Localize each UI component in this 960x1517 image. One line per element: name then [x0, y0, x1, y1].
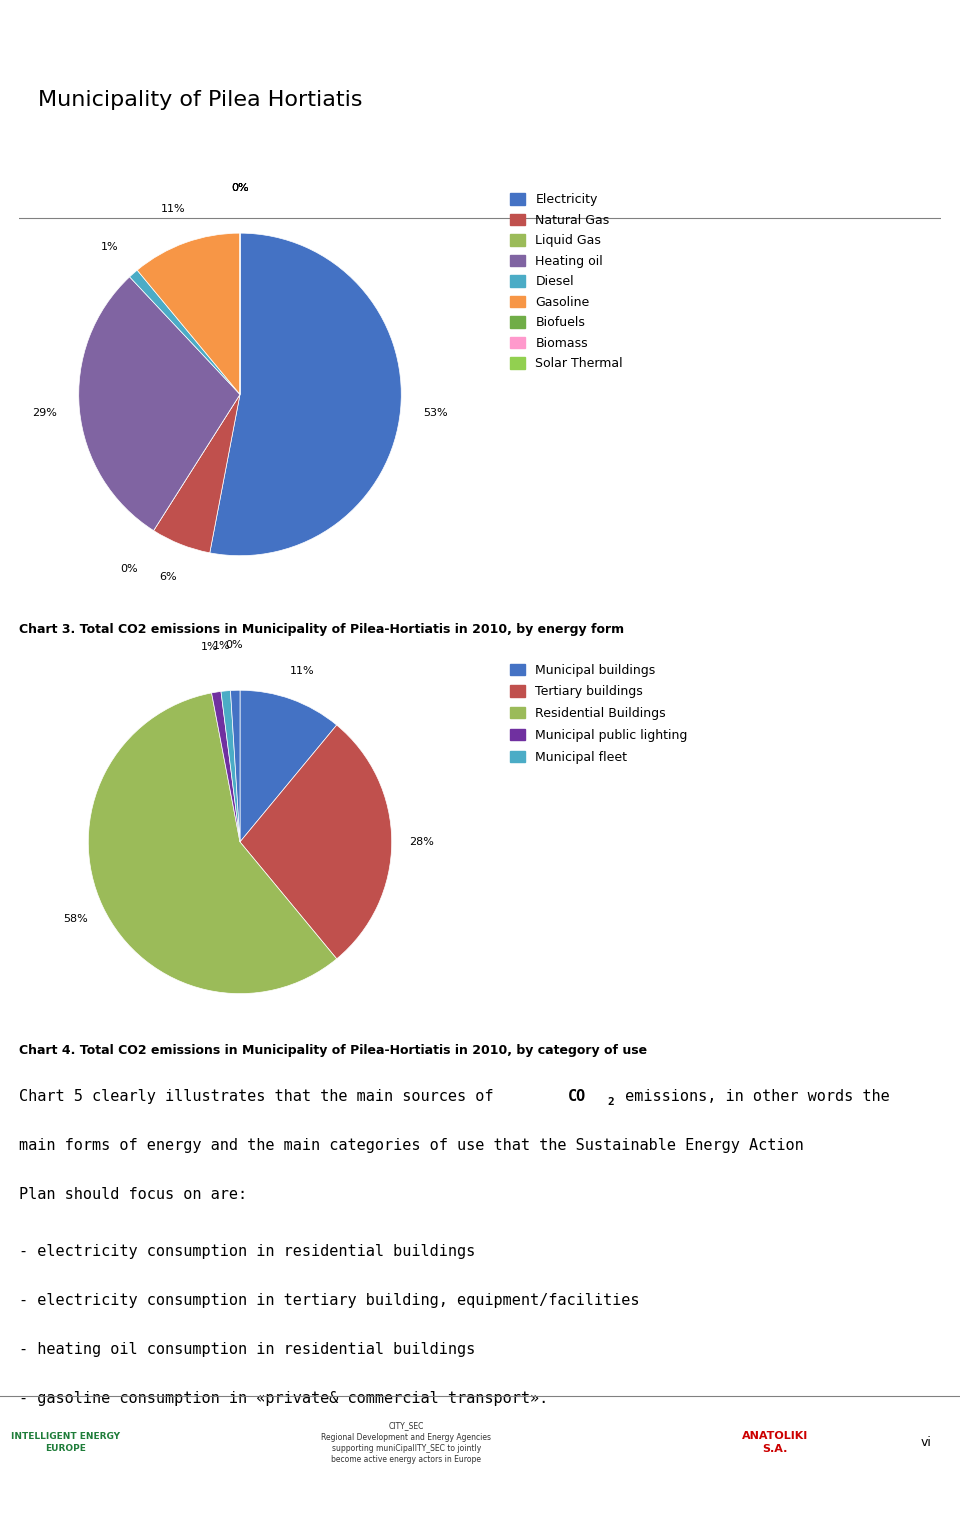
Text: vi: vi: [921, 1435, 931, 1449]
Text: Chart 4. Total CO2 emissions in Municipality of Pilea-Hortiatis in 2010, by cate: Chart 4. Total CO2 emissions in Municipa…: [19, 1044, 647, 1057]
Wedge shape: [88, 693, 337, 994]
Text: INTELLIGENT ENERGY
EUROPE: INTELLIGENT ENERGY EUROPE: [11, 1432, 120, 1453]
Wedge shape: [240, 725, 392, 959]
Wedge shape: [210, 234, 401, 555]
Text: 0%: 0%: [121, 564, 138, 573]
Wedge shape: [79, 276, 240, 531]
Text: emissions, in other words the: emissions, in other words the: [616, 1089, 890, 1103]
Wedge shape: [154, 394, 240, 552]
Text: 0%: 0%: [231, 184, 249, 193]
Text: Municipality of Pilea Hortiatis: Municipality of Pilea Hortiatis: [37, 90, 362, 111]
Text: - heating oil consumption in residential buildings: - heating oil consumption in residential…: [19, 1343, 475, 1358]
Legend: Municipal buildings, Tertiary buildings, Residential Buildings, Municipal public: Municipal buildings, Tertiary buildings,…: [506, 658, 693, 769]
Text: - gasoline consumption in «private& commercial transport».: - gasoline consumption in «private& comm…: [19, 1391, 548, 1406]
Wedge shape: [137, 234, 240, 394]
Wedge shape: [211, 692, 240, 842]
Wedge shape: [230, 690, 240, 842]
Text: CITY_SEC
Regional Development and Energy Agencies
supporting muniCipalITY_SEC to: CITY_SEC Regional Development and Energy…: [322, 1421, 492, 1464]
Text: 58%: 58%: [63, 915, 87, 924]
Text: 0%: 0%: [231, 184, 249, 193]
Wedge shape: [221, 690, 240, 842]
Text: 11%: 11%: [289, 666, 314, 675]
Text: Chart 3. Total CO2 emissions in Municipality of Pilea-Hortiatis in 2010, by ener: Chart 3. Total CO2 emissions in Municipa…: [19, 623, 624, 636]
Text: 6%: 6%: [158, 572, 177, 583]
Text: 28%: 28%: [410, 837, 435, 846]
Text: 11%: 11%: [161, 205, 185, 214]
Text: 1%: 1%: [212, 640, 230, 651]
Text: 1%: 1%: [101, 241, 119, 252]
Text: 0%: 0%: [231, 184, 249, 193]
Wedge shape: [130, 270, 240, 394]
Text: 2: 2: [607, 1097, 614, 1107]
Wedge shape: [154, 394, 240, 531]
Text: 53%: 53%: [423, 408, 448, 419]
Legend: Electricity, Natural Gas, Liquid Gas, Heating oil, Diesel, Gasoline, Biofuels, B: Electricity, Natural Gas, Liquid Gas, He…: [506, 188, 628, 375]
Text: CO: CO: [567, 1089, 586, 1103]
Text: 29%: 29%: [32, 408, 57, 419]
Text: - electricity consumption in residential buildings: - electricity consumption in residential…: [19, 1244, 475, 1259]
Text: 1%: 1%: [201, 642, 218, 652]
Wedge shape: [240, 690, 337, 842]
Text: - electricity consumption in tertiary building, equipment/facilities: - electricity consumption in tertiary bu…: [19, 1292, 639, 1308]
Text: ANATOLIKI
S.A.: ANATOLIKI S.A.: [742, 1432, 808, 1453]
Text: main forms of energy and the main categories of use that the Sustainable Energy : main forms of energy and the main catego…: [19, 1138, 804, 1153]
Text: Plan should focus on are:: Plan should focus on are:: [19, 1186, 248, 1201]
Text: 0%: 0%: [225, 640, 243, 649]
Text: Chart 5 clearly illustrates that the main sources of: Chart 5 clearly illustrates that the mai…: [19, 1089, 503, 1103]
